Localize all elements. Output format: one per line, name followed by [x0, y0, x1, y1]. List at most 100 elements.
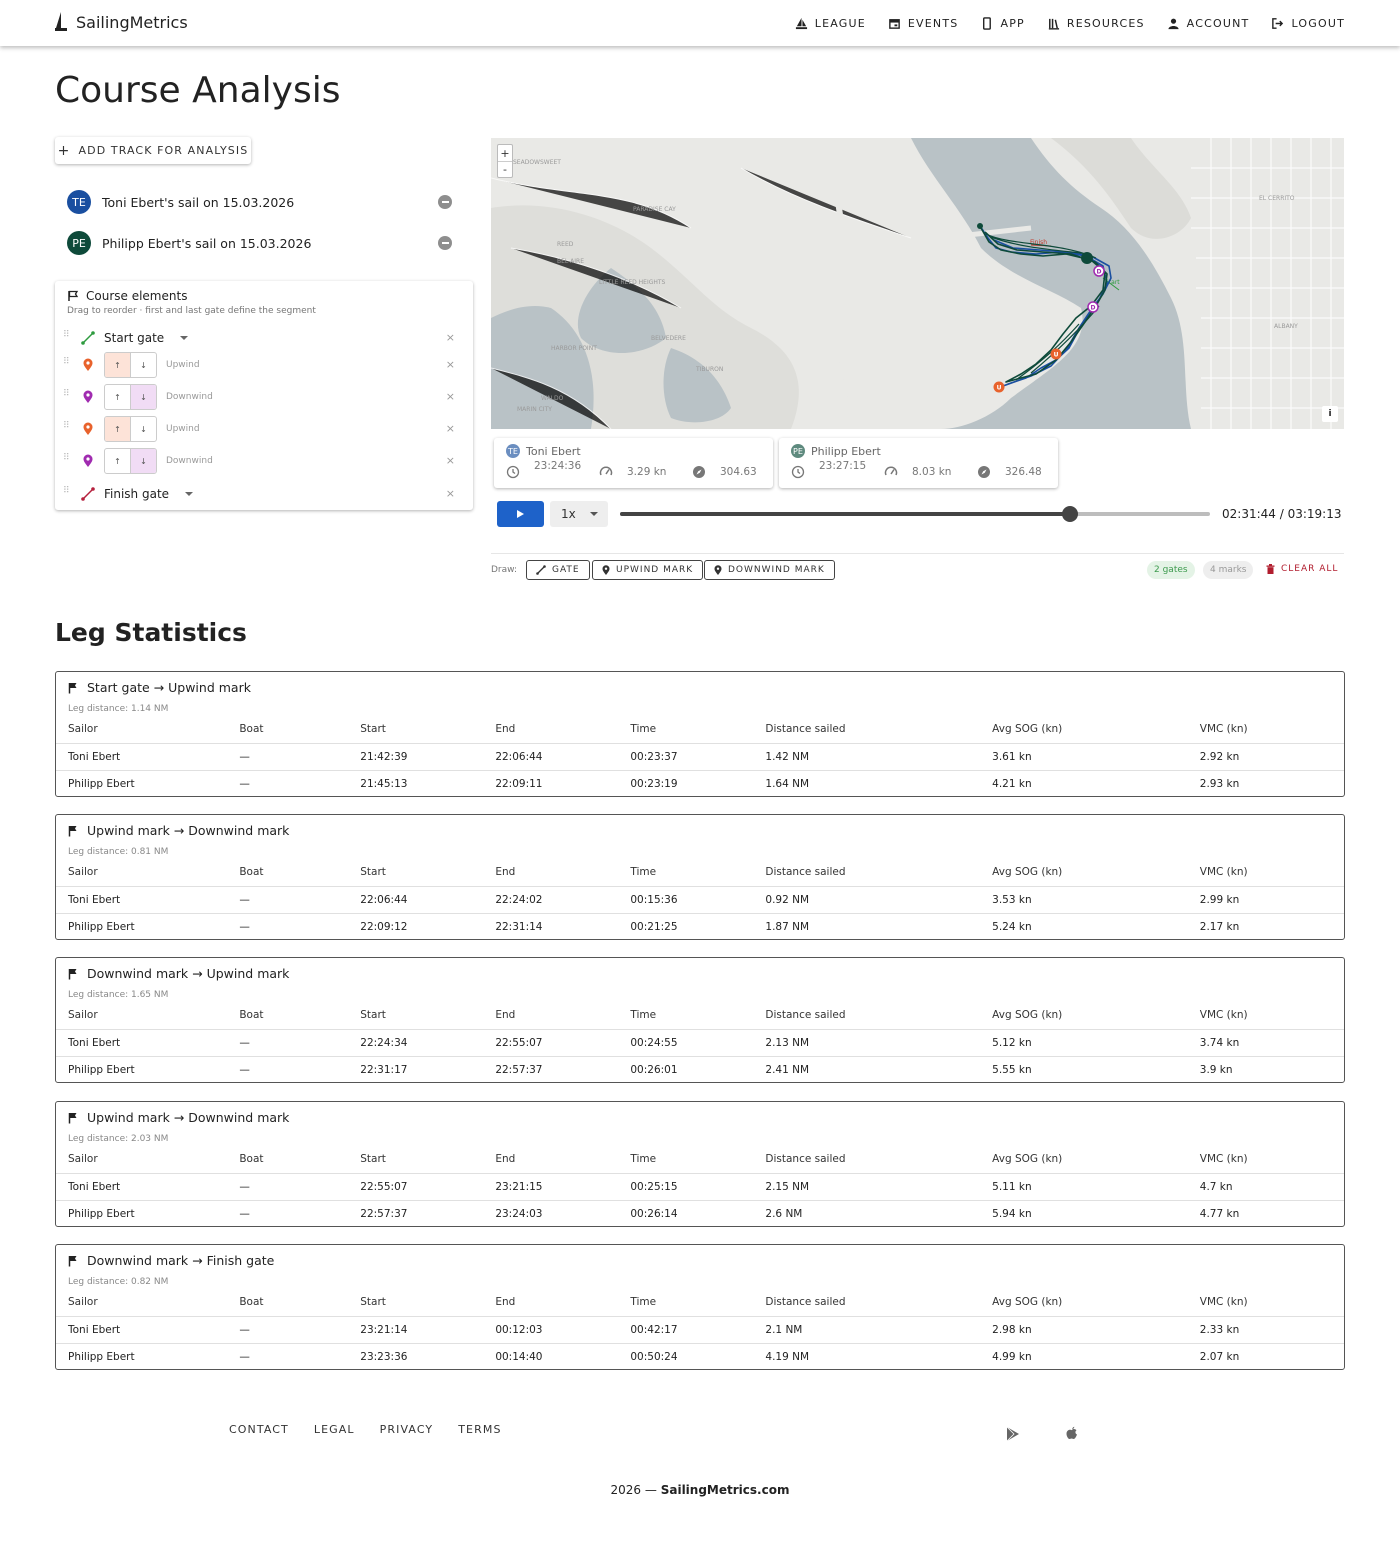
clear-all-button[interactable]: CLEAR ALL — [1266, 564, 1338, 574]
nav-account[interactable]: ACCOUNT — [1167, 17, 1250, 30]
drag-handle-icon[interactable]: ⠿ — [63, 486, 71, 496]
table-cell: 22:24:34 — [348, 1029, 484, 1057]
drag-handle-icon[interactable]: ⠿ — [63, 453, 71, 463]
table-cell: 21:42:39 — [348, 743, 484, 771]
course-map[interactable]: SEADOWSWEET PARADISE CAY REED BEL AIRE L… — [491, 138, 1344, 429]
map-canvas[interactable]: SEADOWSWEET PARADISE CAY REED BEL AIRE L… — [491, 138, 1344, 429]
flag-icon — [68, 1112, 77, 1123]
draw-upwind-mark-button[interactable]: UPWIND MARK — [592, 560, 704, 580]
zoom-out-button[interactable]: - — [498, 161, 512, 177]
svg-text:D: D — [1097, 269, 1102, 276]
direction-toggle[interactable]: ↑ ↓ — [104, 352, 157, 378]
column-header: Boat — [227, 716, 349, 744]
table-cell: Philipp Ebert — [68, 1350, 135, 1363]
draw-downwind-mark-button[interactable]: DOWNWIND MARK — [704, 560, 835, 580]
chevron-down-icon[interactable] — [185, 492, 194, 496]
direction-toggle[interactable]: ↑ ↓ — [104, 384, 157, 410]
footer-link-contact[interactable]: CONTACT — [229, 1423, 289, 1436]
table-cell: Toni Ebert — [56, 743, 228, 771]
direction-toggle[interactable]: ↑ ↓ — [104, 416, 157, 442]
zoom-in-button[interactable]: + — [500, 146, 510, 160]
leg-header: Downwind mark → Finish gate — [68, 1253, 274, 1268]
playback-slider-thumb[interactable] — [1062, 506, 1079, 522]
sailor-live-stats: TE Toni Ebert 23:24:36 3.29 kn 304.63 — [494, 438, 773, 488]
course-element-finish-gate[interactable]: ⠿ Finish gate × — [63, 481, 463, 507]
column-header: Distance sailed — [753, 1002, 981, 1030]
avatar-initials: PE — [72, 236, 86, 250]
nav-events[interactable]: EVENTS — [888, 17, 959, 30]
draw-gate-button[interactable]: GATE — [526, 560, 590, 580]
playback-speed-select[interactable]: 1x — [550, 501, 608, 527]
copyright-site[interactable]: SailingMetrics.com — [660, 1483, 790, 1497]
remove-track-button[interactable] — [438, 195, 452, 209]
add-track-button[interactable]: + ADD TRACK FOR ANALYSIS — [55, 137, 251, 164]
drag-handle-icon[interactable]: ⠿ — [63, 421, 71, 431]
table-cell: 5.94 kn — [992, 1207, 1032, 1220]
table-cell: — — [239, 1350, 250, 1363]
downwind-toggle-icon[interactable]: ↓ — [130, 385, 156, 409]
speed-value: 3.29 kn — [627, 466, 667, 478]
gate-line-icon — [81, 331, 95, 345]
column-header: Time — [618, 1146, 754, 1174]
downwind-toggle-icon[interactable]: ↓ — [130, 353, 156, 377]
svg-text:U: U — [1054, 352, 1059, 359]
footer-link-terms[interactable]: TERMS — [458, 1423, 502, 1436]
upwind-toggle-icon[interactable]: ↑ — [114, 456, 121, 466]
remove-element-button[interactable]: × — [445, 390, 455, 403]
nav-logout[interactable]: LOGOUT — [1271, 17, 1345, 30]
drag-handle-icon[interactable]: ⠿ — [63, 389, 71, 399]
table-header-row: Sailor Boat Start End Time Distance sailed Avg… — [56, 1289, 1344, 1317]
downwind-toggle-icon[interactable]: ↓ — [130, 449, 156, 473]
track-line-toni — [979, 225, 1112, 387]
table-row: Philipp Ebert — 21:45:13 22:09:11 00:23:19 1.… — [56, 770, 1344, 797]
remove-element-button[interactable]: × — [445, 331, 455, 344]
course-element-downwind-mark[interactable]: ⠿ ↑ ↓ Downwind × — [63, 448, 463, 474]
phone-icon — [983, 16, 992, 30]
nav-app[interactable]: APP — [980, 17, 1024, 30]
brand[interactable]: SailingMetrics — [54, 12, 188, 32]
chevron-down-icon[interactable] — [180, 336, 189, 340]
course-element-downwind-mark[interactable]: ⠿ ↑ ↓ Downwind × — [63, 384, 463, 410]
nav-resources[interactable]: RESOURCES — [1047, 17, 1145, 30]
remove-element-button[interactable]: × — [445, 454, 455, 467]
nav-league[interactable]: LEAGUE — [795, 17, 866, 30]
course-element-start-gate[interactable]: ⠿ Start gate × — [63, 325, 463, 351]
remove-track-button[interactable] — [438, 236, 452, 250]
table-header-row: Sailor Boat Start End Time Distance sailed Avg… — [56, 1002, 1344, 1030]
library-icon — [1048, 18, 1059, 30]
remove-element-button[interactable]: × — [445, 422, 455, 435]
footer-link-legal[interactable]: LEGAL — [313, 1423, 355, 1436]
table-cell: 22:55:07 — [348, 1173, 484, 1201]
table-cell: — — [227, 743, 349, 771]
elapsed-time: 23:24:36 — [534, 460, 582, 472]
table-header-row: Sailor Boat Start End Time Distance sailed Avg… — [56, 716, 1344, 744]
table-cell: 23:21:14 — [348, 1316, 484, 1344]
drag-handle-icon[interactable]: ⠿ — [63, 357, 71, 367]
table-cell: 22:06:44 — [348, 886, 484, 914]
table-row: Philipp Ebert — 22:57:37 23:24:03 00:26:14 2.… — [56, 1200, 1344, 1227]
leg-title: Downwind mark → Upwind mark — [87, 966, 290, 981]
downwind-toggle-icon[interactable]: ↓ — [130, 417, 156, 441]
upwind-toggle-icon[interactable]: ↑ — [105, 353, 130, 377]
map-info-button[interactable]: i — [1322, 406, 1338, 422]
play-button[interactable] — [497, 501, 544, 527]
upwind-toggle-icon[interactable]: ↑ — [105, 417, 130, 441]
course-element-upwind-mark[interactable]: ⠿ ↑ ↓ Upwind × — [63, 416, 463, 442]
table-cell: 1.87 NM — [765, 920, 810, 933]
drag-handle-icon[interactable]: ⠿ — [63, 330, 71, 340]
playback-slider[interactable] — [620, 506, 1210, 522]
google-play-icon[interactable] — [1006, 1426, 1020, 1442]
footer-link-privacy[interactable]: PRIVACY — [379, 1423, 434, 1436]
remove-element-button[interactable]: × — [445, 358, 455, 371]
leg-title: Upwind mark → Downwind mark — [87, 1110, 290, 1125]
table-row: Philipp Ebert — 23:23:36 00:14:40 00:50:24 4.… — [56, 1343, 1344, 1370]
table-cell: 3.61 kn — [980, 743, 1188, 771]
course-element-upwind-mark[interactable]: ⠿ ↑ ↓ Upwind × — [63, 352, 463, 378]
remove-element-button[interactable]: × — [445, 487, 455, 500]
track-item: TE Toni Ebert's sail on 15.03.2026 — [67, 189, 457, 215]
upwind-toggle-icon[interactable]: ↑ — [114, 392, 121, 402]
direction-toggle[interactable]: ↑ ↓ — [104, 448, 157, 474]
apple-icon[interactable] — [1065, 1426, 1079, 1442]
leg-card: Start gate → Upwind mark Leg distance: 1.… — [55, 671, 1345, 797]
track-label: Toni Ebert's sail on 15.03.2026 — [102, 194, 295, 210]
